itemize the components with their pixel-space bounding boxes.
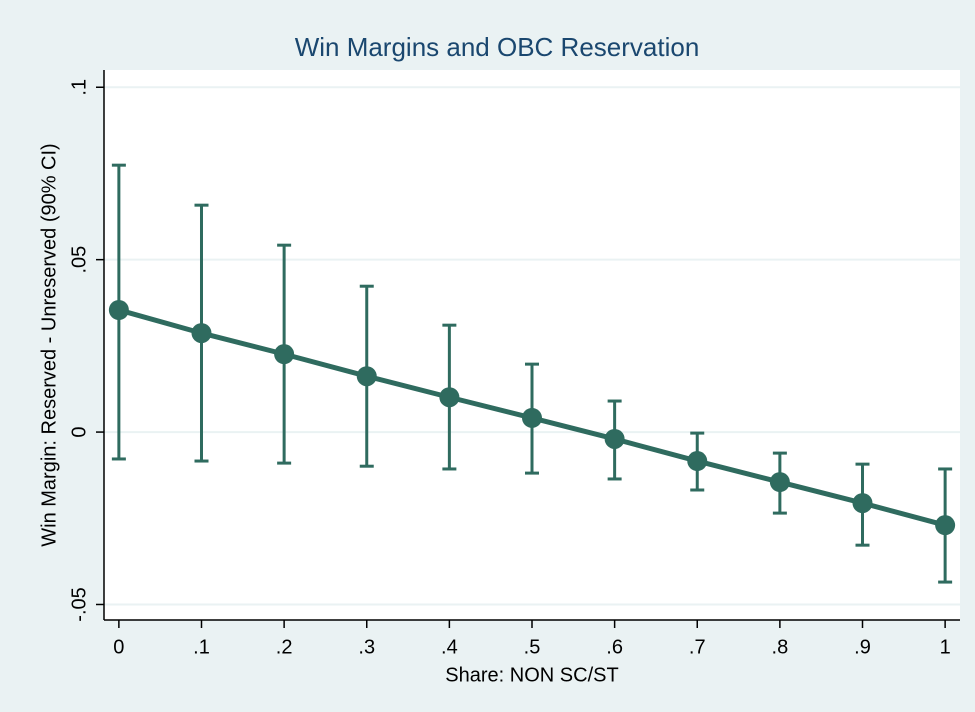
- point: [274, 344, 295, 365]
- point: [852, 493, 873, 514]
- x-tick-label: .5: [524, 636, 541, 658]
- x-tick-label: .9: [854, 636, 871, 658]
- x-tick-label: .8: [772, 636, 789, 658]
- point: [769, 472, 790, 493]
- point: [108, 300, 129, 320]
- point: [687, 451, 708, 472]
- x-tick-label: .1: [193, 636, 210, 658]
- y-axis-label: Win Margin: Reserved - Unreserved (90% C…: [38, 143, 60, 546]
- x-tick-label: 0: [113, 636, 124, 658]
- y-tick-label: .1: [68, 79, 90, 96]
- point: [935, 515, 956, 536]
- point: [439, 387, 460, 408]
- x-tick-label: .7: [689, 636, 706, 658]
- plot-area: [104, 70, 960, 620]
- x-tick-label: .3: [358, 636, 375, 658]
- point: [356, 366, 377, 387]
- x-tick-label: .6: [606, 636, 623, 658]
- x-axis-label: Share: NON SC/ST: [445, 664, 618, 686]
- x-tick-label: .4: [441, 636, 458, 658]
- y-tick-label: -.05: [68, 587, 90, 621]
- point: [522, 407, 542, 428]
- point: [191, 323, 212, 344]
- point: [604, 428, 625, 449]
- x-tick-label: 1: [940, 636, 951, 658]
- chart-title: Win Margins and OBC Reservation: [295, 32, 700, 62]
- x-tick-label: .2: [276, 636, 293, 658]
- y-tick-label: .05: [68, 246, 90, 274]
- y-tick-label: 0: [68, 427, 90, 438]
